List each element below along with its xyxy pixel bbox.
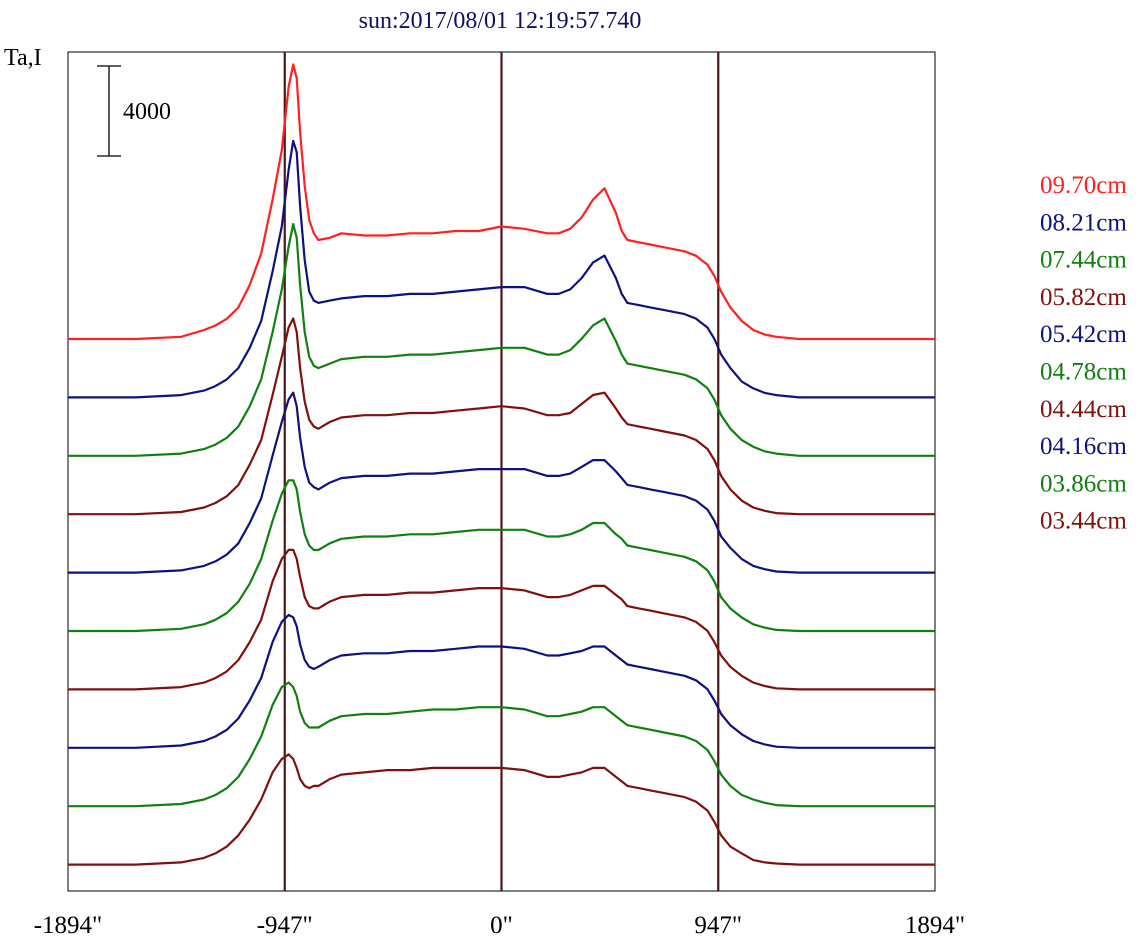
series-line [68, 613, 935, 749]
x-tick-label: 947" [694, 912, 742, 939]
legend: 09.70cm 08.21cm 07.44cm 05.82cm 05.42cm 04.78… [1040, 172, 1127, 535]
legend-entry: 05.42cm [1040, 321, 1127, 348]
series-line [68, 223, 935, 457]
series-line [68, 63, 935, 341]
series-line [68, 753, 935, 866]
legend-entry: 05.82cm [1040, 284, 1127, 311]
x-tick-label: -1894" [34, 912, 103, 939]
x-tick-label: -947" [257, 912, 313, 939]
series-line [68, 317, 935, 516]
scale-bar: 4000 [97, 65, 171, 157]
series-line [68, 548, 935, 691]
legend-entry: 08.21cm [1040, 209, 1127, 236]
legend-entry: 09.70cm [1040, 172, 1127, 199]
legend-entry: 04.16cm [1040, 433, 1127, 460]
series-layer [68, 63, 935, 866]
series-line [68, 391, 935, 574]
series-line [68, 479, 935, 633]
series-line [68, 139, 935, 399]
x-tick-label: 1894" [905, 912, 965, 939]
vertical-markers [283, 52, 720, 891]
legend-entry: 04.78cm [1040, 359, 1127, 386]
x-tick-label: 0" [490, 912, 513, 939]
legend-entry: 04.44cm [1040, 396, 1127, 423]
chart-title: sun:2017/08/01 12:19:57.740 [359, 8, 642, 34]
scale-bar-label: 4000 [123, 99, 171, 125]
legend-entry: 07.44cm [1040, 247, 1127, 274]
legend-entry: 03.44cm [1040, 508, 1127, 535]
x-tick-labels: -1894" -947" 0" 947" 1894" [34, 912, 965, 939]
y-axis-label: Ta,I [4, 45, 42, 71]
series-line [68, 681, 935, 808]
legend-entry: 03.86cm [1040, 470, 1127, 497]
